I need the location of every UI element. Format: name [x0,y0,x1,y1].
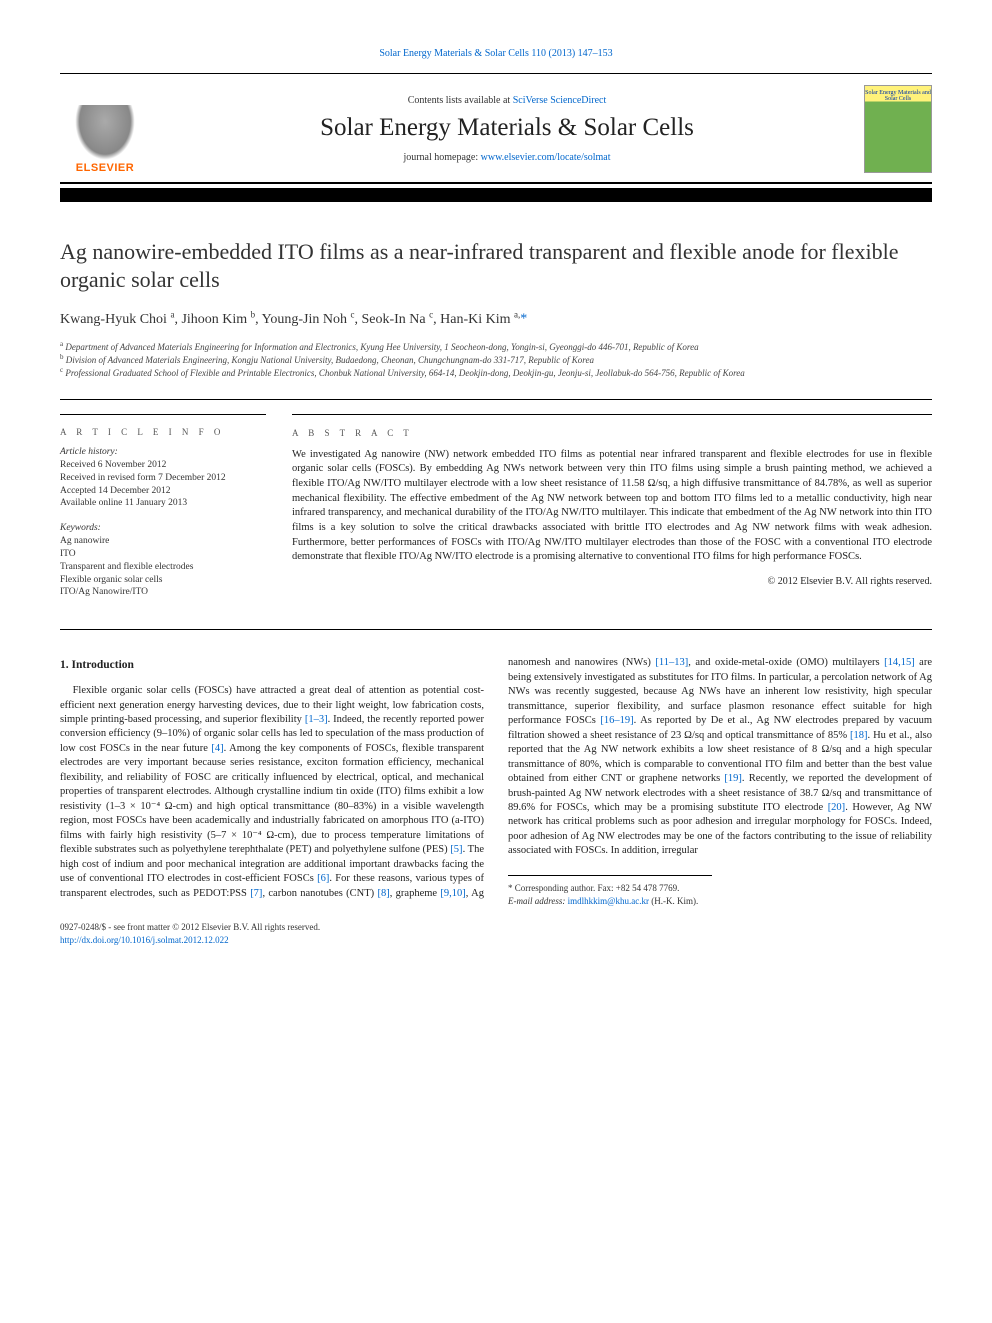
corresponding-footnote: * Corresponding author. Fax: +82 54 478 … [508,875,712,907]
affiliation-a-text: Department of Advanced Materials Enginee… [65,342,698,352]
keyword-3: Flexible organic solar cells [60,574,266,587]
affiliation-c: c Professional Graduated School of Flexi… [60,366,932,379]
article-title: Ag nanowire-embedded ITO films as a near… [60,238,932,293]
footer-meta: 0927-0248/$ - see front matter © 2012 El… [60,921,932,946]
issn-line: 0927-0248/$ - see front matter © 2012 El… [60,921,932,934]
citation-link[interactable]: [14,15] [884,657,915,668]
citation-link[interactable]: [8] [377,888,389,899]
author-list: Kwang-Hyuk Choi a, Jihoon Kim b, Young-J… [60,309,932,328]
affiliations: a Department of Advanced Materials Engin… [60,340,932,379]
journal-header: ELSEVIER Contents lists available at Sci… [60,73,932,184]
running-head-link[interactable]: Solar Energy Materials & Solar Cells 110… [379,48,612,59]
cover-label: Solar Energy Materials and Solar Cells [865,90,931,102]
email-tail: (H.-K. Kim). [649,896,698,906]
citation-link[interactable]: [1–3] [305,714,328,725]
citation-link[interactable]: [5] [450,844,462,855]
page-container: Solar Energy Materials & Solar Cells 110… [0,0,992,986]
citation-link[interactable]: [6] [317,873,329,884]
abstract-copyright: © 2012 Elsevier B.V. All rights reserved… [292,575,932,589]
affiliation-b-text: Division of Advanced Materials Engineeri… [66,355,594,365]
article-info: A R T I C L E I N F O Article history: R… [60,414,266,599]
abstract: A B S T R A C T We investigated Ag nanow… [292,414,932,599]
article-info-head: A R T I C L E I N F O [60,426,230,438]
abstract-text: We investigated Ag nanowire (NW) network… [292,448,932,566]
accepted-date: Accepted 14 December 2012 [60,485,266,498]
info-abstract-row: A R T I C L E I N F O Article history: R… [60,399,932,599]
citation-link[interactable]: [11–13] [655,657,688,668]
sciencedirect-link[interactable]: SciVerse ScienceDirect [513,95,607,106]
revised-date: Received in revised form 7 December 2012 [60,472,266,485]
body-columns: 1. Introduction Flexible organic solar c… [60,656,932,907]
citation-link[interactable]: [18] [850,730,868,741]
email-line: E-mail address: imdlhkkim@khu.ac.kr (H.-… [508,895,712,908]
elsevier-tree-icon [75,105,135,160]
journal-name: Solar Energy Materials & Solar Cells [160,114,854,142]
corr-author-line: * Corresponding author. Fax: +82 54 478 … [508,882,712,895]
keyword-2: Transparent and flexible electrodes [60,561,266,574]
section-divider [60,629,932,630]
citation-link[interactable]: [7] [250,888,262,899]
affiliation-a: a Department of Advanced Materials Engin… [60,340,932,353]
online-date: Available online 11 January 2013 [60,497,266,510]
keyword-1: ITO [60,548,266,561]
citation-link[interactable]: [19] [724,773,742,784]
running-head[interactable]: Solar Energy Materials & Solar Cells 110… [60,48,932,59]
authors-text: Kwang-Hyuk Choi a, Jihoon Kim b, Young-J… [60,312,520,327]
citation-link[interactable]: [4] [211,743,223,754]
keyword-4: ITO/Ag Nanowire/ITO [60,586,266,599]
doi-prefix-link[interactable]: http://dx.doi.org/ [60,935,121,945]
citation-link[interactable]: [16–19] [600,715,633,726]
journal-cover-thumb[interactable]: Solar Energy Materials and Solar Cells [864,85,932,173]
header-center: Contents lists available at SciVerse Sci… [160,95,854,163]
elsevier-logo[interactable]: ELSEVIER [60,84,150,174]
keywords-label: Keywords: [60,522,266,535]
elsevier-brand-text: ELSEVIER [76,162,134,174]
homepage-link[interactable]: www.elsevier.com/locate/solmat [481,152,611,163]
contents-prefix: Contents lists available at [408,95,513,106]
doi-line: http://dx.doi.org/10.1016/j.solmat.2012.… [60,934,932,947]
corresponding-mark-link[interactable]: * [520,312,527,327]
received-date: Received 6 November 2012 [60,459,266,472]
intro-heading: 1. Introduction [60,658,484,674]
keyword-0: Ag nanowire [60,535,266,548]
header-black-bar [60,188,932,202]
citation-link[interactable]: [20] [828,802,846,813]
email-label: E-mail address: [508,896,568,906]
history-label: Article history: [60,446,266,459]
email-link[interactable]: imdlhkkim@khu.ac.kr [568,896,649,906]
citation-link[interactable]: [9,10] [440,888,465,899]
homepage-line: journal homepage: www.elsevier.com/locat… [160,152,854,163]
affiliation-c-text: Professional Graduated School of Flexibl… [65,368,744,378]
doi-link[interactable]: 10.1016/j.solmat.2012.12.022 [121,935,229,945]
homepage-prefix: journal homepage: [403,152,480,163]
contents-line: Contents lists available at SciVerse Sci… [160,95,854,106]
affiliation-b: b Division of Advanced Materials Enginee… [60,353,932,366]
abstract-head: A B S T R A C T [292,427,419,440]
intro-paragraph: Flexible organic solar cells (FOSCs) hav… [60,656,932,907]
